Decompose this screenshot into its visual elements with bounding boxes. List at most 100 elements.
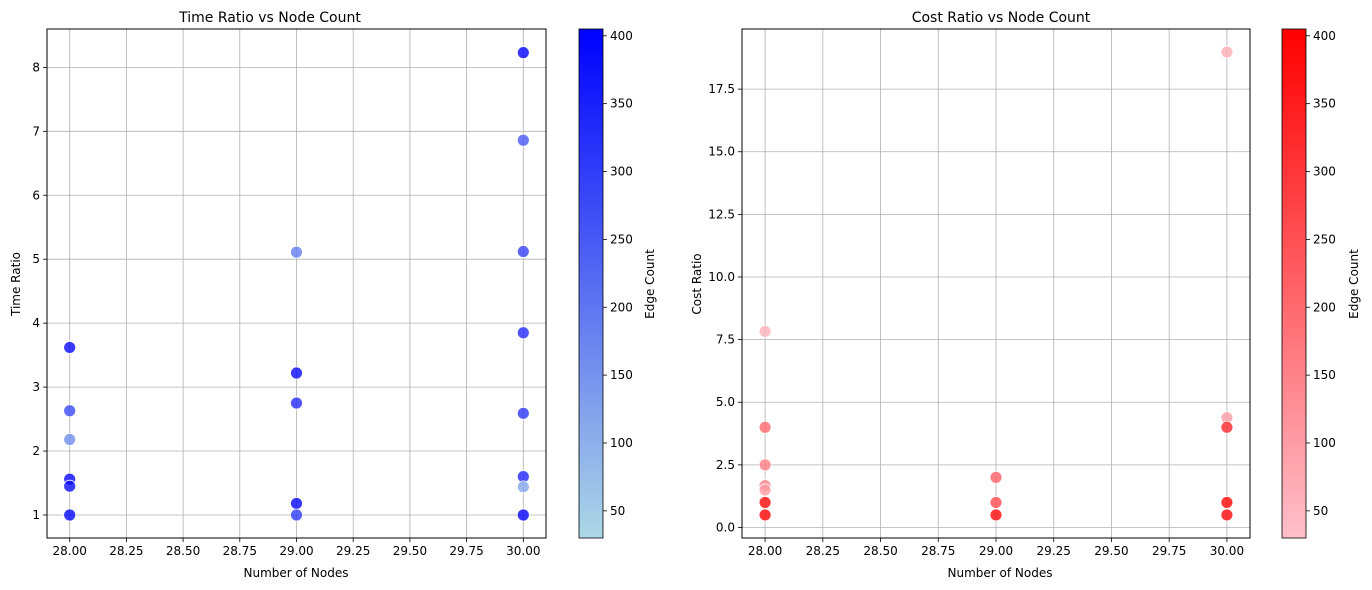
x-tick-label: 28.00 bbox=[748, 544, 782, 558]
data-point bbox=[1220, 420, 1234, 434]
x-tick-label: 28.25 bbox=[109, 544, 143, 558]
colorbar-gradient bbox=[578, 28, 604, 539]
grid-lines bbox=[47, 29, 546, 538]
x-axis-label: Number of Nodes bbox=[244, 566, 349, 580]
y-tick-label: 6 bbox=[32, 188, 40, 202]
x-tick-label: 30.00 bbox=[506, 544, 540, 558]
data-point bbox=[63, 404, 77, 418]
colorbar-tick-label: 350 bbox=[610, 97, 633, 111]
y-tick-label: 4 bbox=[32, 316, 40, 330]
y-tick-label: 2 bbox=[32, 444, 40, 458]
y-tick-label: 7 bbox=[32, 124, 40, 138]
data-point bbox=[758, 420, 772, 434]
y-tick-label: 12.5 bbox=[708, 207, 735, 221]
data-point bbox=[516, 46, 530, 60]
y-tick-label: 0.0 bbox=[716, 520, 735, 534]
y-axis-label: Time Ratio bbox=[9, 252, 23, 317]
y-tick-label: 17.5 bbox=[708, 82, 735, 96]
data-point bbox=[290, 245, 303, 259]
y-tick-label: 8 bbox=[32, 60, 40, 74]
data-point bbox=[63, 341, 77, 354]
colorbar: 50 100 150 200 250 300 350 400 Edge Count bbox=[578, 28, 657, 539]
x-tick-label: 28.50 bbox=[166, 544, 200, 558]
data-point bbox=[290, 396, 303, 410]
grid-lines bbox=[742, 29, 1250, 538]
data-point bbox=[516, 326, 530, 340]
chart-title: Cost Ratio vs Node Count bbox=[912, 10, 1091, 26]
data-point bbox=[989, 496, 1003, 509]
chart-cost-ratio: Cost Ratio vs Node Count 28.00 28.25 28.50… bbox=[690, 10, 1361, 580]
x-tick-label: 28.75 bbox=[921, 544, 955, 558]
y-tick-label: 2.5 bbox=[716, 458, 735, 472]
x-tick-label: 28.25 bbox=[806, 544, 840, 558]
data-point bbox=[290, 366, 303, 380]
colorbar-tick-label: 400 bbox=[1313, 29, 1336, 43]
x-ticks: 28.00 28.25 28.50 28.75 29.00 29.25 29.50 29.75… bbox=[748, 538, 1244, 558]
colorbar: 50 100 150 200 250 300 350 400 Edge Count bbox=[1281, 28, 1361, 539]
x-ticks: 28.00 28.25 28.50 28.75 29.00 29.25 29.50 29.75… bbox=[53, 538, 540, 558]
colorbar-tick-label: 250 bbox=[610, 232, 633, 246]
data-point bbox=[1220, 45, 1234, 59]
data-point bbox=[989, 508, 1003, 522]
colorbar-tick-label: 50 bbox=[610, 504, 625, 518]
colorbar-tick-label: 300 bbox=[610, 165, 633, 179]
y-tick-label: 15.0 bbox=[708, 145, 735, 159]
colorbar-tick-label: 200 bbox=[610, 300, 633, 314]
x-tick-label: 29.50 bbox=[1094, 544, 1128, 558]
y-tick-label: 5 bbox=[32, 252, 40, 266]
x-tick-label: 29.25 bbox=[336, 544, 370, 558]
colorbar-label: Edge Count bbox=[1347, 249, 1361, 319]
x-tick-label: 29.75 bbox=[449, 544, 483, 558]
data-points bbox=[63, 46, 530, 522]
colorbar-tick-label: 50 bbox=[1313, 504, 1328, 518]
x-tick-label: 28.75 bbox=[223, 544, 257, 558]
colorbar-tick-label: 200 bbox=[1313, 300, 1336, 314]
data-point bbox=[989, 470, 1003, 484]
y-ticks: 1 2 3 4 5 6 7 8 bbox=[32, 60, 47, 522]
data-point bbox=[63, 433, 77, 446]
y-tick-label: 5.0 bbox=[716, 395, 735, 409]
data-point bbox=[516, 508, 530, 522]
x-tick-label: 29.75 bbox=[1152, 544, 1186, 558]
data-point bbox=[1220, 508, 1234, 522]
data-points bbox=[758, 45, 1234, 522]
x-tick-label: 30.00 bbox=[1210, 544, 1244, 558]
colorbar-tick-label: 150 bbox=[610, 368, 633, 382]
x-axis-label: Number of Nodes bbox=[948, 566, 1053, 580]
y-axis-label: Cost Ratio bbox=[690, 253, 704, 314]
data-point bbox=[758, 508, 772, 522]
data-point bbox=[516, 406, 530, 420]
colorbar-tick-label: 250 bbox=[1313, 232, 1336, 246]
x-tick-label: 29.00 bbox=[979, 544, 1013, 558]
data-point bbox=[516, 480, 530, 494]
data-point bbox=[63, 479, 77, 493]
colorbar-tick-label: 300 bbox=[1313, 165, 1336, 179]
data-point bbox=[1220, 496, 1234, 509]
y-tick-label: 7.5 bbox=[716, 333, 735, 347]
chart-title: Time Ratio vs Node Count bbox=[178, 10, 361, 26]
colorbar-tick-label: 100 bbox=[610, 436, 633, 450]
colorbar-tick-label: 100 bbox=[1313, 436, 1336, 450]
colorbar-tick-label: 400 bbox=[610, 29, 633, 43]
data-point bbox=[290, 497, 303, 510]
data-point bbox=[758, 483, 772, 497]
colorbar-tick-label: 150 bbox=[1313, 368, 1336, 382]
colorbar-gradient bbox=[1281, 28, 1307, 539]
data-point bbox=[758, 496, 772, 509]
y-tick-label: 10.0 bbox=[708, 270, 735, 284]
chart-time-ratio: Time Ratio vs Node Count 28.00 28.25 28.50… bbox=[9, 10, 657, 580]
data-point bbox=[63, 508, 77, 522]
data-point bbox=[290, 508, 303, 522]
x-tick-label: 28.00 bbox=[53, 544, 87, 558]
y-tick-label: 1 bbox=[32, 508, 40, 522]
x-tick-label: 29.50 bbox=[393, 544, 427, 558]
colorbar-label: Edge Count bbox=[643, 249, 657, 319]
x-tick-label: 29.25 bbox=[1037, 544, 1071, 558]
x-tick-label: 28.50 bbox=[863, 544, 897, 558]
colorbar-ticks: 50 100 150 200 250 300 350 400 bbox=[1306, 29, 1336, 518]
colorbar-ticks: 50 100 150 200 250 300 350 400 bbox=[603, 29, 633, 518]
data-point bbox=[758, 324, 772, 338]
data-point bbox=[758, 458, 772, 472]
data-point bbox=[516, 245, 530, 258]
